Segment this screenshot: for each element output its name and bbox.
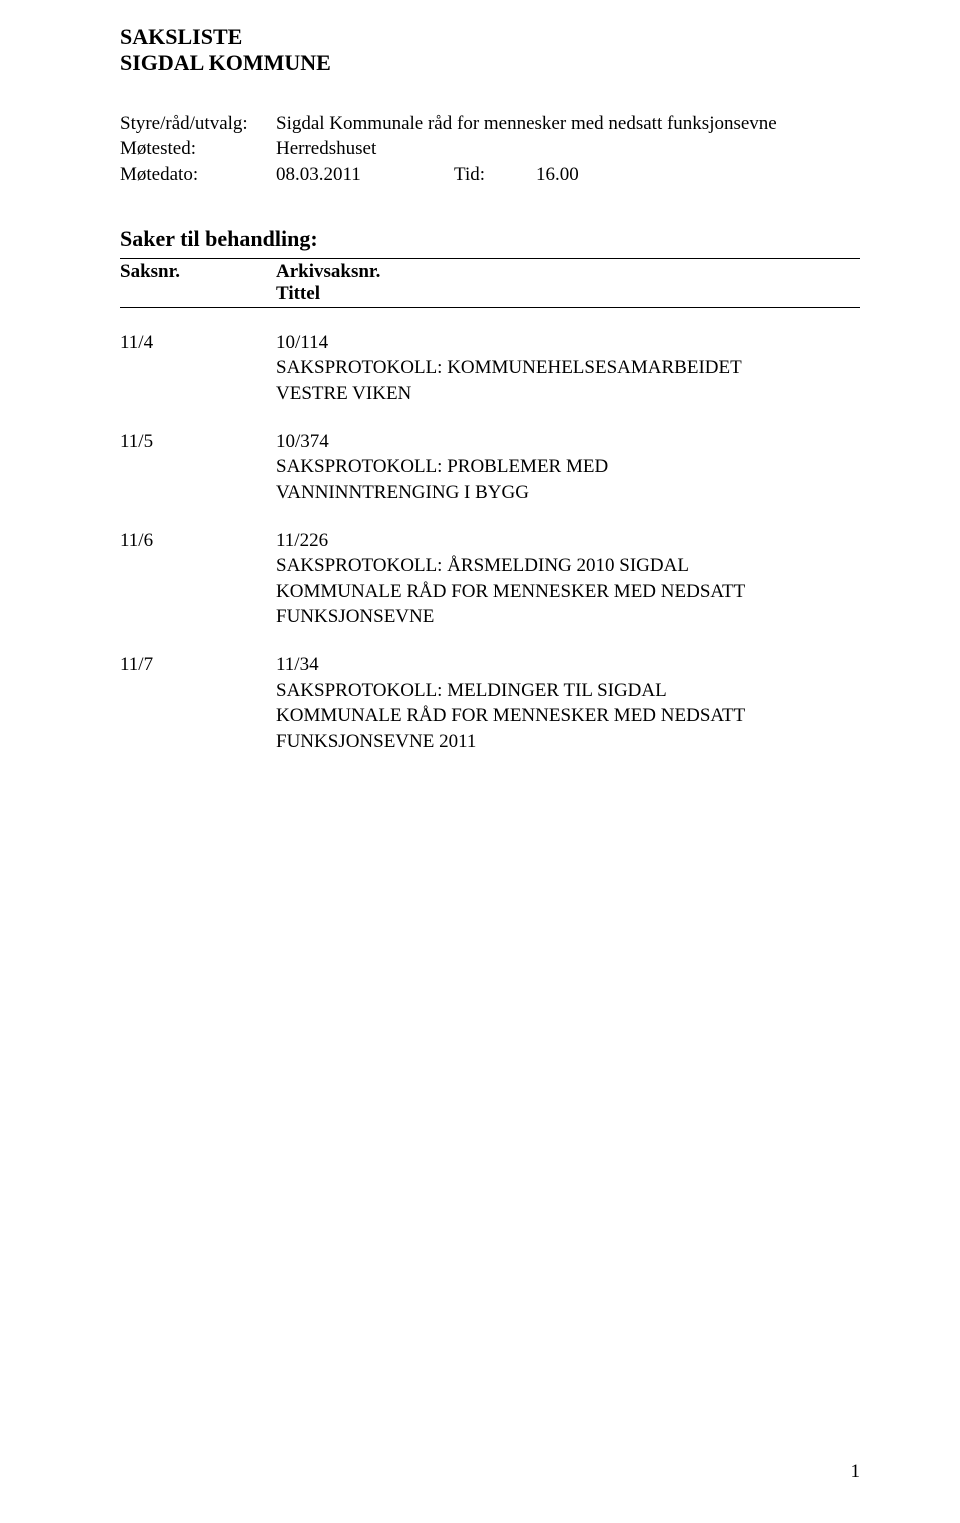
meta-tid-value: 16.00 xyxy=(536,162,579,188)
agenda-item: 11/5 10/374 SAKSPROTOKOLL: PROBLEMER MED… xyxy=(120,429,860,506)
item-body: 11/226 SAKSPROTOKOLL: ÅRSMELDING 2010 SI… xyxy=(276,528,860,631)
meta-motedato-value: 08.03.2011 xyxy=(276,162,454,188)
meta-motedato-row: Møtedato: 08.03.2011 Tid: 16.00 xyxy=(120,162,860,188)
meta-tid-label: Tid: xyxy=(454,162,536,188)
section-title: Saker til behandling: xyxy=(120,226,860,252)
item-body: 11/34 SAKSPROTOKOLL: MELDINGER TIL SIGDA… xyxy=(276,652,860,755)
col-header-tittel: Tittel xyxy=(276,283,860,305)
col-header-saksnr: Saksnr. xyxy=(120,261,276,305)
page-number: 1 xyxy=(851,1461,861,1483)
item-arkiv: 11/226 xyxy=(276,528,780,554)
item-body: 10/374 SAKSPROTOKOLL: PROBLEMER MED VANN… xyxy=(276,429,860,506)
item-title: SAKSPROTOKOLL: PROBLEMER MED VANNINNTREN… xyxy=(276,454,780,505)
meta-styre-value: Sigdal Kommunale råd for mennesker med n… xyxy=(276,111,860,137)
meeting-meta: Styre/råd/utvalg: Sigdal Kommunale råd f… xyxy=(120,111,860,188)
meta-motested-value: Herredshuset xyxy=(276,136,860,162)
item-body: 10/114 SAKSPROTOKOLL: KOMMUNEHELSESAMARB… xyxy=(276,330,860,407)
agenda-item: 11/4 10/114 SAKSPROTOKOLL: KOMMUNEHELSES… xyxy=(120,330,860,407)
agenda-item: 11/7 11/34 SAKSPROTOKOLL: MELDINGER TIL … xyxy=(120,652,860,755)
item-title: SAKSPROTOKOLL: KOMMUNEHELSESAMARBEIDET V… xyxy=(276,355,780,406)
item-arkiv: 10/374 xyxy=(276,429,780,455)
item-arkiv: 10/114 xyxy=(276,330,780,356)
meta-motested-row: Møtested: Herredshuset xyxy=(120,136,860,162)
heading-saksliste: SAKSLISTE xyxy=(120,24,860,50)
meta-motedato-value-row: 08.03.2011 Tid: 16.00 xyxy=(276,162,860,188)
document-headings: SAKSLISTE SIGDAL KOMMUNE xyxy=(120,24,860,77)
meta-motested-label: Møtested: xyxy=(120,136,276,162)
item-saksnr: 11/6 xyxy=(120,528,276,631)
meta-motedato-label: Møtedato: xyxy=(120,162,276,188)
table-header: Saksnr. Arkivsaksnr. Tittel xyxy=(120,258,860,308)
item-saksnr: 11/5 xyxy=(120,429,276,506)
col-header-title: Arkivsaksnr. Tittel xyxy=(276,261,860,305)
item-title: SAKSPROTOKOLL: ÅRSMELDING 2010 SIGDAL KO… xyxy=(276,553,780,630)
heading-kommune: SIGDAL KOMMUNE xyxy=(120,50,860,76)
col-header-arkiv: Arkivsaksnr. xyxy=(276,261,860,283)
item-saksnr: 11/7 xyxy=(120,652,276,755)
item-saksnr: 11/4 xyxy=(120,330,276,407)
meta-styre-row: Styre/råd/utvalg: Sigdal Kommunale råd f… xyxy=(120,111,860,137)
meta-styre-label: Styre/råd/utvalg: xyxy=(120,111,276,137)
agenda-item: 11/6 11/226 SAKSPROTOKOLL: ÅRSMELDING 20… xyxy=(120,528,860,631)
item-title: SAKSPROTOKOLL: MELDINGER TIL SIGDAL KOMM… xyxy=(276,678,780,755)
item-arkiv: 11/34 xyxy=(276,652,780,678)
